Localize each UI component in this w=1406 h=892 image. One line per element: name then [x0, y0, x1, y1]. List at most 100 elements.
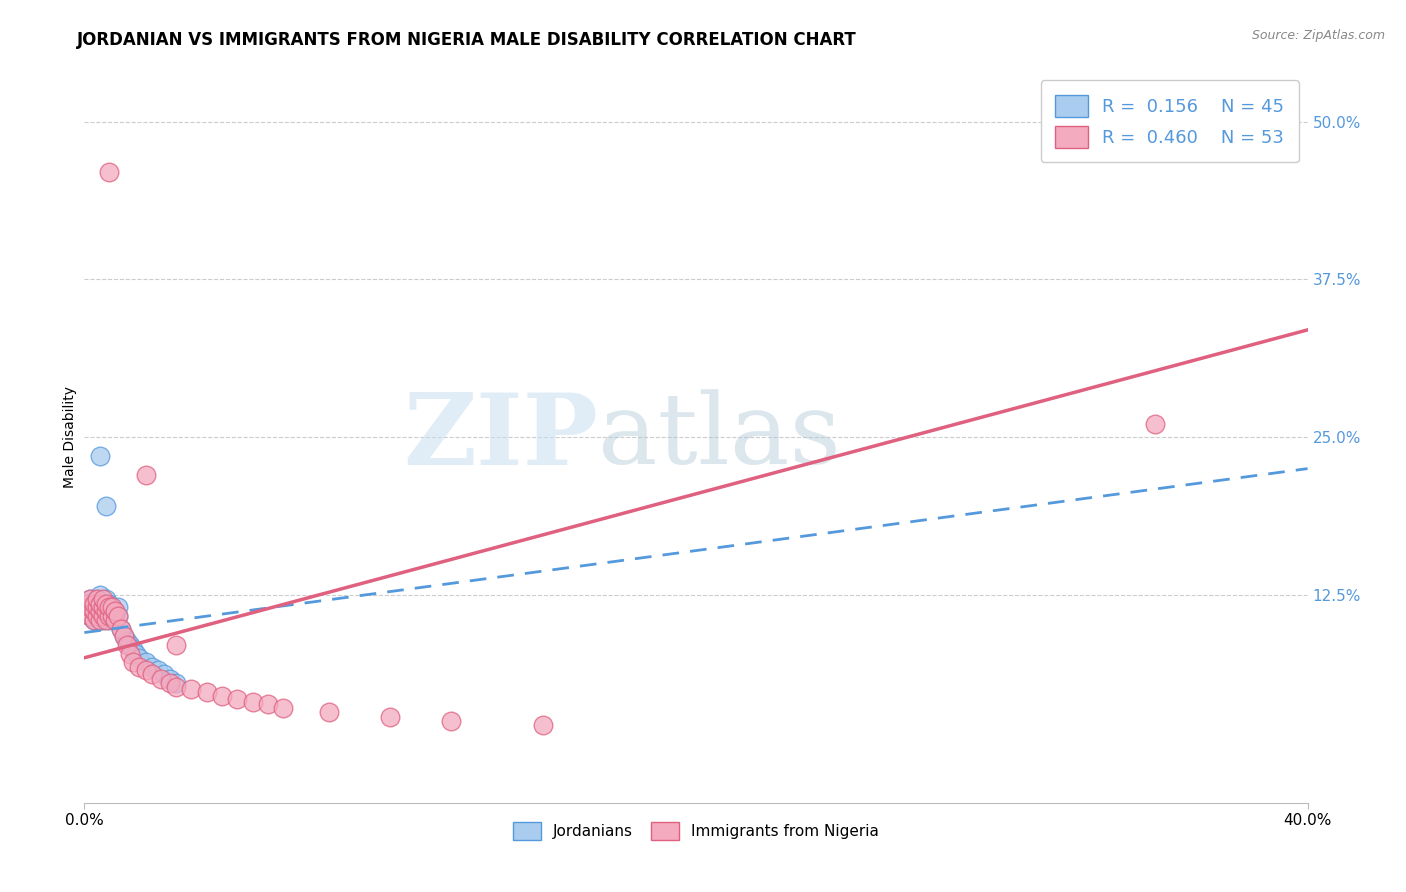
Point [86, 591, 108, 606]
Point [122, 655, 145, 669]
Point [97, 604, 120, 618]
Point [135, 655, 157, 669]
Text: ZIP: ZIP [404, 389, 598, 485]
Point [165, 638, 187, 652]
Point [107, 609, 129, 624]
Point [94, 600, 117, 615]
Point [257, 698, 280, 712]
Point [165, 676, 187, 690]
Point [89, 597, 111, 611]
Point [83, 604, 105, 618]
Point [1143, 417, 1166, 432]
Point [94, 604, 117, 618]
Point [165, 680, 187, 694]
Point [180, 682, 202, 697]
Point [94, 500, 117, 514]
Point [89, 588, 111, 602]
Point [94, 597, 117, 611]
Point [89, 613, 111, 627]
Point [104, 604, 127, 618]
Point [76, 597, 98, 611]
Point [107, 600, 129, 615]
Point [79, 609, 101, 624]
Point [86, 600, 108, 615]
Point [91, 600, 114, 615]
Point [159, 676, 181, 690]
Point [89, 597, 111, 611]
Point [97, 609, 120, 624]
Point [149, 672, 172, 686]
Point [153, 667, 176, 681]
Point [91, 613, 114, 627]
Point [135, 467, 157, 482]
Point [104, 604, 127, 618]
Point [83, 613, 105, 627]
Point [195, 685, 218, 699]
Point [86, 609, 108, 624]
Point [146, 664, 169, 678]
Point [76, 597, 98, 611]
Point [94, 591, 117, 606]
Point [318, 705, 340, 719]
Point [159, 672, 181, 686]
Point [94, 613, 117, 627]
Point [101, 600, 124, 615]
Point [115, 638, 138, 652]
Point [122, 642, 145, 657]
Point [86, 600, 108, 615]
Point [89, 613, 111, 627]
Point [211, 689, 233, 703]
Point [76, 604, 98, 618]
Point [271, 701, 294, 715]
Point [83, 597, 105, 611]
Point [110, 622, 132, 636]
Point [79, 600, 101, 615]
Point [128, 659, 150, 673]
Point [107, 609, 129, 624]
Point [97, 600, 120, 615]
Point [83, 597, 105, 611]
Point [79, 609, 101, 624]
Point [83, 604, 105, 618]
Text: atlas: atlas [598, 389, 841, 485]
Point [91, 609, 114, 624]
Point [104, 613, 127, 627]
Point [440, 714, 463, 728]
Point [97, 597, 120, 611]
Point [94, 609, 117, 624]
Point [83, 613, 105, 627]
Point [112, 629, 135, 643]
Point [101, 609, 124, 624]
Legend: Jordanians, Immigrants from Nigeria: Jordanians, Immigrants from Nigeria [508, 815, 884, 847]
Point [86, 609, 108, 624]
Point [531, 717, 554, 731]
Point [97, 613, 120, 627]
Text: Source: ZipAtlas.com: Source: ZipAtlas.com [1251, 29, 1385, 42]
Point [380, 710, 402, 724]
Point [104, 613, 127, 627]
Point [91, 604, 114, 618]
Point [76, 604, 98, 618]
Point [110, 622, 132, 636]
Point [125, 647, 148, 661]
Point [86, 591, 108, 606]
Point [141, 667, 163, 681]
Point [226, 692, 249, 706]
Point [89, 449, 111, 463]
Point [79, 600, 101, 615]
Point [120, 638, 142, 652]
Point [112, 629, 135, 643]
Text: JORDANIAN VS IMMIGRANTS FROM NIGERIA MALE DISABILITY CORRELATION CHART: JORDANIAN VS IMMIGRANTS FROM NIGERIA MAL… [77, 31, 858, 49]
Y-axis label: Male Disability: Male Disability [63, 386, 77, 488]
Point [97, 165, 120, 179]
Point [89, 604, 111, 618]
Point [242, 695, 264, 709]
Point [101, 609, 124, 624]
Point [91, 597, 114, 611]
Point [120, 647, 142, 661]
Point [91, 591, 114, 606]
Point [141, 659, 163, 673]
Point [128, 650, 150, 665]
Point [115, 634, 138, 648]
Point [79, 591, 101, 606]
